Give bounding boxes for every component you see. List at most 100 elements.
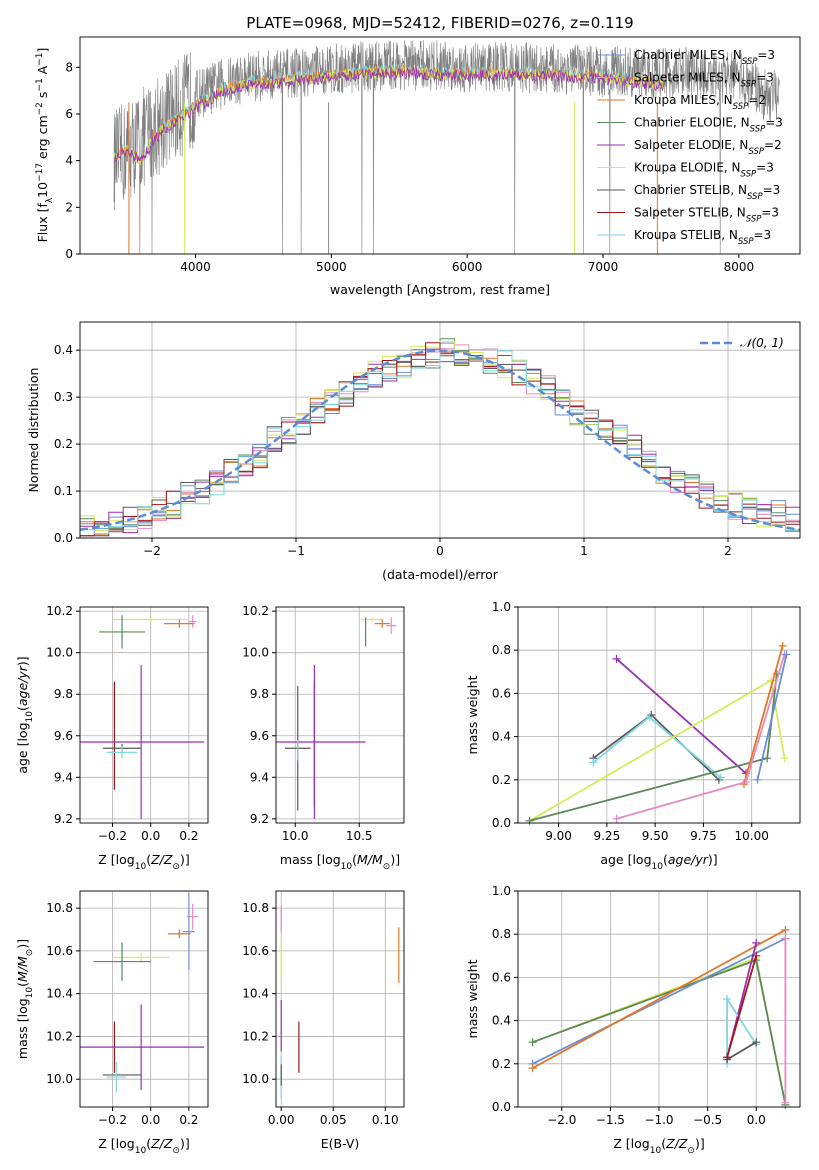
age-vs-z-axes: −0.2 0.0 0.2 9.2 9.4 9.6 9.8 10.0 10.2 Z [log10(Z… — [15, 604, 209, 872]
age-vs-z-xlabel: Z [log10(Z/Z⊙)] — [98, 852, 189, 872]
plots-layer: 4000 5000 6000 7000 8000 0 2 4 6 8 Chabrier MILES,… — [15, 36, 801, 1156]
spectrum-xlabel: wavelength [Angstrom, rest frame] — [330, 282, 550, 297]
age-vs-mass-frame — [275, 606, 405, 824]
weight-marker — [525, 816, 534, 825]
y-tick-label: 10.0 — [46, 1072, 73, 1086]
x-tick-label: 0.00 — [268, 1113, 295, 1127]
y-tick-label: 8 — [65, 60, 73, 74]
x-tick-label: 0.05 — [320, 1113, 347, 1127]
y-tick-label: 10.0 — [242, 1072, 269, 1086]
weight-marker — [780, 754, 789, 763]
x-tick-label: 0 — [436, 544, 444, 558]
weight-marker — [753, 775, 762, 784]
weight-vs-age-axes: 9.00 9.25 9.50 9.75 10.00 0.0 0.2 0.4 0.6 0.8 1.0 a… — [465, 600, 801, 872]
x-tick-label: −1.5 — [596, 1113, 625, 1127]
weight-line — [615, 658, 747, 774]
x-tick-label: 1 — [580, 544, 588, 558]
weight-marker — [781, 934, 790, 943]
x-tick-label: 9.75 — [690, 829, 717, 843]
mass-vs-ebv-frame — [275, 890, 405, 1108]
weight-vs-z-frame — [517, 890, 801, 1108]
weight-line — [532, 937, 786, 1065]
residuals-frame — [79, 321, 801, 539]
age-vs-z-frame — [79, 606, 209, 824]
x-tick-label: 4000 — [180, 260, 211, 274]
weight-marker — [528, 1064, 537, 1073]
legend-label: Chabrier MILES, NSSP=3 — [634, 48, 775, 67]
y-tick-label: 0.0 — [492, 816, 511, 830]
age-vs-z-ylabel: age [log10(age/yr)] — [15, 656, 35, 773]
y-tick-label: 9.8 — [54, 687, 73, 701]
residuals-ylabel: Normed distribution — [26, 368, 41, 493]
weight-marker — [589, 758, 598, 767]
spectrum-frame — [79, 36, 801, 255]
gaussian-curve — [80, 349, 800, 532]
figure-title: PLATE=0968, MJD=52412, FIBERID=0276, z=0… — [246, 14, 633, 32]
y-tick-label: 9.4 — [250, 770, 269, 784]
weight-marker — [716, 773, 725, 782]
age-vs-mass-axes: 10.0 10.5 9.2 9.4 9.6 9.8 10.0 10.2 mass [log10(… — [242, 604, 405, 872]
mass-vs-z-ylabel: mass [log10(M/M⊙)] — [15, 939, 35, 1059]
weight-marker — [781, 1098, 790, 1107]
legend-label: Salpeter STELIB, NSSP=3 — [634, 206, 779, 225]
x-tick-label: 8000 — [724, 260, 755, 274]
weight-marker — [752, 951, 761, 960]
y-tick-label: 0.2 — [492, 773, 511, 787]
weight-marker — [781, 925, 790, 934]
spectrum-axes: 4000 5000 6000 7000 8000 0 2 4 6 8 Chabrier MILES,… — [35, 36, 801, 297]
residuals-axes: −2 −1 0 1 2 0.0 0.1 0.2 0.3 0.4 𝒩(0, 1) (data-model… — [26, 321, 801, 582]
gaussian-legend-label: 𝒩(0, 1) — [740, 336, 784, 350]
weight-marker — [752, 1038, 761, 1047]
age-vs-mass-xlabel: mass [log10(M/M⊙)] — [280, 852, 400, 872]
weight-vs-age-ylabel: mass weight — [465, 675, 480, 754]
y-tick-label: 10.0 — [242, 646, 269, 660]
x-tick-label: −1 — [287, 544, 305, 558]
x-tick-label: 5000 — [316, 260, 347, 274]
legend-label: Salpeter ELODIE, NSSP=2 — [634, 138, 782, 157]
x-tick-label: 7000 — [588, 260, 619, 274]
mass-vs-z-axes: −0.2 0.0 0.2 10.0 10.2 10.4 10.6 10.8 Z [log10(Z… — [15, 890, 209, 1156]
y-tick-label: 0.4 — [492, 730, 511, 744]
x-tick-label: 2 — [724, 544, 732, 558]
y-tick-label: 10.2 — [46, 1029, 73, 1043]
residuals-xlabel: (data-model)/error — [382, 567, 499, 582]
y-tick-label: 9.4 — [54, 770, 73, 784]
weight-line — [726, 1041, 757, 1061]
x-tick-label: −2 — [143, 544, 161, 558]
x-tick-label: 9.50 — [642, 829, 669, 843]
weight-marker — [645, 713, 654, 722]
y-tick-label: 9.2 — [250, 812, 269, 826]
weight-marker — [741, 777, 750, 786]
x-tick-label: 0.2 — [179, 1113, 198, 1127]
x-tick-label: −0.2 — [98, 1113, 127, 1127]
y-tick-label: 1.0 — [492, 600, 511, 614]
weight-marker — [528, 1038, 537, 1047]
legend-label: Kroupa STELIB, NSSP=3 — [634, 228, 771, 247]
y-tick-label: 10.8 — [46, 901, 73, 915]
weight-marker — [778, 641, 787, 650]
weight-vs-age-xlabel: age [log10(age/yr)] — [600, 852, 717, 872]
weight-marker — [763, 754, 772, 763]
y-tick-label: 10.4 — [242, 987, 269, 1001]
x-tick-label: 10.00 — [735, 829, 769, 843]
y-tick-label: 10.8 — [242, 901, 269, 915]
mass-vs-ebv-axes: 0.00 0.05 0.10 10.0 10.2 10.4 10.6 10.8 E(B-V) — [242, 890, 405, 1151]
y-tick-label: 0.2 — [54, 437, 73, 451]
y-tick-label: 0.8 — [492, 643, 511, 657]
y-tick-label: 0 — [65, 247, 73, 261]
legend-label: Salpeter MILES, NSSP=3 — [634, 71, 774, 90]
weight-vs-age-frame — [517, 606, 801, 824]
y-tick-label: 9.6 — [54, 729, 73, 743]
y-tick-label: 10.2 — [242, 1029, 269, 1043]
x-tick-label: −2.0 — [547, 1113, 576, 1127]
y-tick-label: 0.4 — [54, 343, 73, 357]
x-tick-label: 10.0 — [282, 829, 309, 843]
y-tick-label: 9.8 — [250, 687, 269, 701]
x-tick-label: −0.2 — [98, 829, 127, 843]
legend-label: Chabrier ELODIE, NSSP=3 — [634, 116, 783, 135]
weight-line — [529, 678, 786, 822]
y-tick-label: 0.1 — [54, 484, 73, 498]
y-tick-label: 2 — [65, 200, 73, 214]
spectrum-legend: Chabrier MILES, NSSP=3 Salpeter MILES, NS… — [597, 48, 783, 247]
